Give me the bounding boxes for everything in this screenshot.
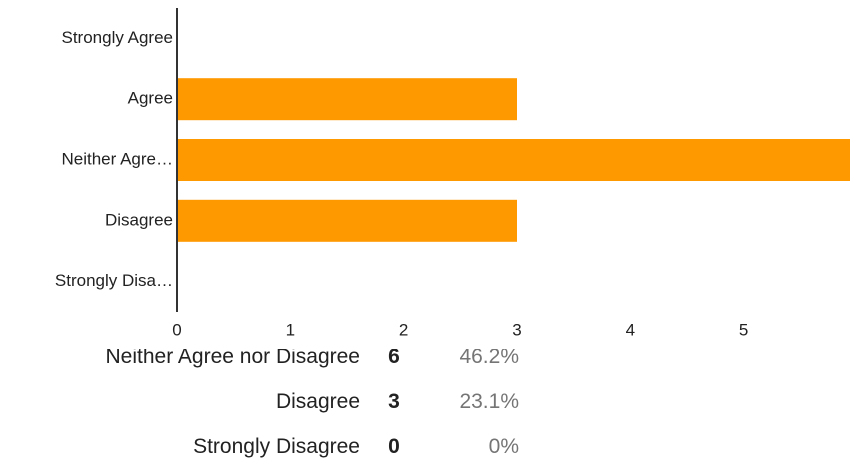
row-count: 6	[388, 345, 400, 368]
x-tick-label: 3	[512, 320, 521, 339]
x-tick-label: 1	[286, 320, 295, 339]
row-label: Disagree	[275, 390, 360, 413]
row-label: Neither Agree nor Disagree	[105, 345, 360, 368]
table-row: Disagree 3 23.1%	[0, 387, 850, 417]
row-count: 0	[388, 435, 400, 458]
table-row: Strongly Disagree 0 0%	[0, 432, 850, 462]
y-tick-label: Strongly Disa…	[55, 271, 173, 290]
row-percent: 46.2%	[459, 345, 519, 368]
y-tick-label: Neither Agre…	[62, 149, 174, 168]
x-tick-label: 0	[172, 320, 181, 339]
table-row: Neither Agree nor Disagree 6 46.2%	[0, 342, 850, 372]
x-tick-label: 2	[399, 320, 408, 339]
bar	[177, 199, 517, 242]
row-label: Strongly Disagree	[193, 435, 360, 458]
row-percent: 0%	[488, 435, 519, 458]
y-tick-label: Disagree	[105, 210, 173, 229]
row-count: 3	[388, 390, 400, 413]
bar	[177, 78, 517, 121]
x-tick-label: 4	[626, 320, 635, 339]
y-tick-label: Strongly Agree	[61, 28, 173, 47]
y-tick-label: Agree	[128, 89, 173, 108]
x-tick-label: 5	[739, 320, 748, 339]
row-percent: 23.1%	[459, 390, 519, 413]
bar	[177, 139, 850, 181]
